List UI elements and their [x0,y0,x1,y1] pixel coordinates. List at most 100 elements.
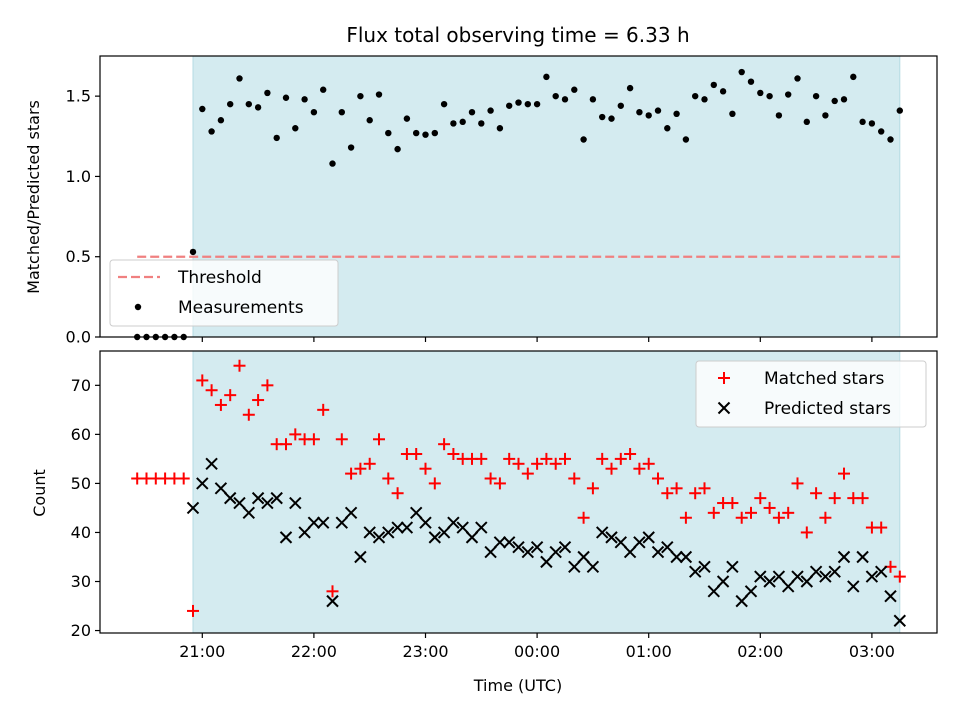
predicted-star-point [809,565,823,578]
measurement-point [301,96,308,103]
measurement-point [292,125,299,132]
x-b [837,550,851,564]
x-b [484,545,497,559]
measurement-point [608,115,615,122]
predicted-star-point [530,540,544,554]
x-b [735,594,748,608]
predicted-star-point [651,545,665,559]
x-b [409,506,423,520]
predicted-star-point [326,594,339,608]
matched-star-point [345,467,358,480]
x-b [326,594,339,608]
matched-star-point [177,472,190,485]
x-b [521,545,535,559]
x-b [800,575,814,588]
predicted-star-point [493,536,507,549]
x-b [893,614,907,627]
x-b [595,526,609,539]
matched-star-point [354,462,367,475]
matched-star-point [419,462,432,475]
predicted-star-point [512,540,525,554]
measurement-point [199,105,206,113]
matched-star-point [307,433,320,446]
measurement-point [571,86,578,93]
x-b [791,570,804,583]
x-b [781,580,795,593]
predicted-star-point [791,570,804,583]
matched-star-point [782,506,795,519]
predicted-star-point [465,531,479,544]
measurement-point [822,112,829,119]
x-b [847,580,860,593]
measurement-point [282,94,290,101]
predicted-star-point [437,526,451,539]
measurement-point [533,100,541,108]
x-b [874,565,888,578]
measurement-point [236,75,243,82]
measurement-point [208,128,215,135]
predicted-star-point [707,585,721,598]
x-b [754,570,767,583]
matched-star-point [549,457,562,470]
matched-star-point [214,398,227,411]
x-b [335,516,349,529]
measurement-point [254,104,262,111]
measurement-point [357,92,364,100]
measurement-point [440,100,448,108]
x-tick-label: 02:00 [737,642,783,661]
x-b [205,457,218,471]
matched-star-point [233,359,246,372]
predicted-star-point [196,477,209,490]
predicted-star-point [884,590,897,603]
predicted-star-point [344,506,358,520]
legend-box [109,259,339,327]
measurement-point [738,68,745,76]
x-b [726,560,739,573]
measurement-point [478,120,485,127]
matched-star-point [652,472,664,485]
predicted-star-point [781,580,795,593]
measurement-point [766,92,773,100]
measurement-point [385,129,392,137]
matched-star-point [614,452,627,465]
predicted-star-point [586,560,600,573]
matched-star-point [828,492,841,505]
plot-frame [99,350,938,634]
measurement-point [217,117,225,124]
x-b [279,531,293,544]
predicted-star-point [614,536,628,549]
matched-star-point [187,604,199,617]
predicted-star-point [242,506,256,520]
measurement-point [645,112,652,119]
matched-star-point [531,457,544,470]
predicted-star-point [670,550,683,564]
x-b [475,521,488,534]
predicted-star-point [540,555,553,569]
x-b [391,521,404,534]
matched-star-point [726,497,739,510]
matched-star-point [475,452,488,465]
predicted-star-point [223,491,237,505]
predicted-star-point [270,491,283,505]
measurement-point [552,92,559,100]
predicted-star-point [354,550,367,564]
matched-star-point [679,511,692,524]
measurement-point [515,99,522,106]
matched-star-point [438,438,451,451]
matched-star-point [856,492,869,505]
predicted-star-point [735,594,748,608]
measurement-point [868,120,876,127]
predicted-star-point [372,531,386,544]
predicted-star-point [893,614,907,627]
matched-star-point [335,433,348,446]
matched-star-point [261,379,274,392]
measurement-point [831,97,838,105]
top-plot: 0.0 0.5 1.0 1.5 Threshold Measurements [66,55,938,347]
predicted-star-point [688,565,702,578]
x-b [698,560,711,573]
x-tick-label: 03:00 [849,642,895,661]
x-b [493,536,507,549]
y-tick-label: 0.0 [66,328,91,347]
predicted-star-point [456,521,469,534]
measurement-point [561,96,569,103]
